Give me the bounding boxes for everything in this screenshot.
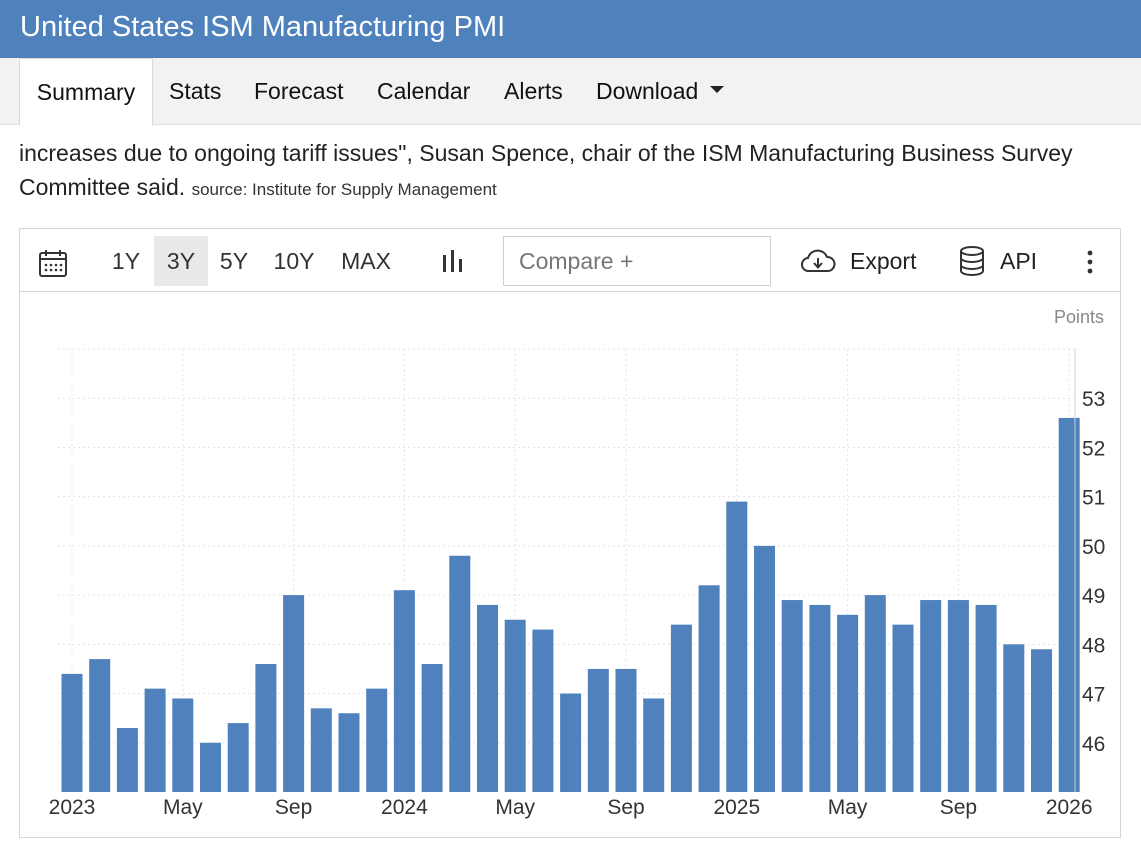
bar xyxy=(449,555,471,792)
range-10y-button[interactable]: 10Y xyxy=(273,248,315,274)
bar xyxy=(670,624,692,792)
bar xyxy=(89,659,111,792)
bar xyxy=(754,545,775,792)
compare-input[interactable] xyxy=(503,236,771,286)
bar xyxy=(726,501,748,792)
bar xyxy=(310,708,332,792)
export-button[interactable]: Export xyxy=(850,248,917,274)
bar xyxy=(504,619,526,792)
y-tick-label: 53 xyxy=(1082,388,1105,411)
chart-bars xyxy=(61,417,1080,792)
bar xyxy=(283,595,305,792)
x-tick-label: 2024 xyxy=(381,796,428,819)
bar xyxy=(892,624,914,792)
tab-download[interactable]: Download xyxy=(596,58,725,125)
source-note: source: Institute for Supply Management xyxy=(191,180,497,199)
bar xyxy=(255,664,277,792)
bar xyxy=(920,600,942,792)
bar xyxy=(366,688,388,792)
x-tick-label: Sep xyxy=(607,796,644,819)
tab-stats[interactable]: Stats xyxy=(169,78,222,104)
bar xyxy=(144,688,166,792)
range-5y-button[interactable]: 5Y xyxy=(219,248,249,274)
summary-line: Committee said. xyxy=(19,174,186,200)
x-tick-label: 2025 xyxy=(713,796,760,819)
bar xyxy=(587,668,609,792)
y-tick-label: 52 xyxy=(1082,437,1105,460)
bar xyxy=(1003,644,1025,792)
tab-bar: Summary Stats Forecast Calendar Alerts D… xyxy=(0,58,1141,126)
bar xyxy=(1031,649,1052,792)
tab-forecast[interactable]: Forecast xyxy=(254,78,344,104)
tab-download-label: Download xyxy=(596,78,699,104)
bar xyxy=(338,713,360,792)
y-tick-label: 51 xyxy=(1082,487,1105,510)
tab-summary[interactable]: Summary xyxy=(19,58,153,126)
x-tick-label: 2023 xyxy=(49,796,96,819)
range-max-button[interactable]: MAX xyxy=(341,248,391,274)
bar xyxy=(1058,417,1080,792)
database-icon[interactable] xyxy=(958,245,986,277)
tab-calendar[interactable]: Calendar xyxy=(377,78,471,104)
bar xyxy=(864,595,886,792)
x-tick-label: May xyxy=(163,796,203,819)
bar xyxy=(643,698,665,792)
y-tick-label: 50 xyxy=(1082,536,1105,559)
range-3y-button[interactable]: 3Y xyxy=(154,236,208,286)
x-tick-label: Sep xyxy=(275,796,312,819)
chart-plot: 46 47 48 49 50 51 52 53 2023 May Sep 2024 May Sep 2025… xyxy=(49,348,1105,819)
chart-toolbar: 1Y 3Y 5Y 10Y MAX Export API xyxy=(20,229,1120,292)
y-tick-label: 46 xyxy=(1082,733,1105,756)
tab-alerts[interactable]: Alerts xyxy=(504,78,563,104)
more-vertical-icon[interactable] xyxy=(1084,249,1096,275)
chart-axes: 46 47 48 49 50 51 52 53 2023 May Sep 2024 May Sep 2025… xyxy=(49,349,1105,819)
chevron-down-icon xyxy=(710,86,725,94)
x-tick-label: 2026 xyxy=(1046,796,1093,819)
page-header: United States ISM Manufacturing PMI xyxy=(0,0,1141,58)
bar xyxy=(947,600,969,792)
bar xyxy=(421,664,443,792)
bar xyxy=(227,723,249,792)
units-label: Points xyxy=(1053,307,1104,327)
bar xyxy=(698,585,720,792)
bar xyxy=(560,693,582,792)
bar xyxy=(61,673,83,792)
summary-text: increases due to ongoing tariff issues",… xyxy=(19,136,1129,207)
range-1y-button[interactable]: 1Y xyxy=(111,248,141,274)
bar xyxy=(975,604,997,792)
calendar-icon[interactable] xyxy=(38,248,68,278)
y-tick-label: 49 xyxy=(1082,585,1105,608)
page-title: United States ISM Manufacturing PMI xyxy=(20,11,506,43)
bar xyxy=(837,614,859,792)
cloud-download-icon[interactable] xyxy=(799,247,837,275)
bar-chart-icon[interactable] xyxy=(439,247,467,275)
bar xyxy=(781,600,803,792)
bar xyxy=(393,590,415,792)
bar xyxy=(477,604,498,792)
y-tick-label: 48 xyxy=(1082,634,1105,657)
bar xyxy=(172,698,194,792)
y-tick-label: 47 xyxy=(1082,684,1105,707)
summary-line: increases due to ongoing tariff issues",… xyxy=(19,140,1073,166)
bar xyxy=(200,742,221,792)
bar xyxy=(615,668,637,792)
x-tick-label: May xyxy=(828,796,868,819)
bar xyxy=(809,604,831,792)
api-button[interactable]: API xyxy=(1000,248,1038,274)
bar xyxy=(532,629,554,792)
x-tick-label: Sep xyxy=(940,796,977,819)
chart-panel: 1Y 3Y 5Y 10Y MAX Export API Points xyxy=(19,228,1121,838)
bar xyxy=(116,728,138,792)
x-tick-label: May xyxy=(495,796,535,819)
